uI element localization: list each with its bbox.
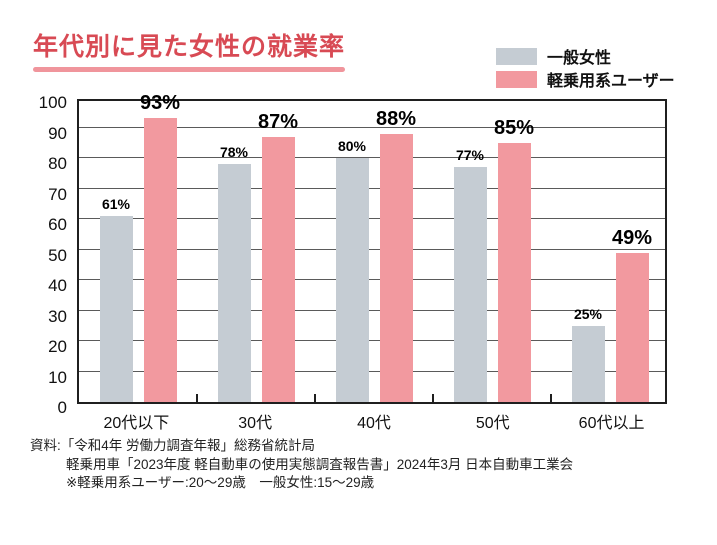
y-axis-label-40: 40 [48,276,67,295]
value-label-user-40代: 88% [375,107,417,130]
gridline-40 [79,279,665,280]
legend: 一般女性 軽乗用系ユーザー [496,47,675,93]
y-axis-label-0: 0 [57,398,67,417]
bar-general-60代以上 [571,325,605,402]
legend-swatch-general-women [496,47,537,65]
source-note-line3: ※軽乗用系ユーザー:20〜29歳 一般女性:15〜29歳 [66,475,375,490]
y-axis-label-30: 30 [48,306,67,326]
gridline-80 [79,157,665,158]
bar-general-30代 [217,164,251,402]
bar-user-30代 [261,136,295,402]
gridline-50 [79,248,665,250]
bar-user-50代 [497,142,531,402]
plot-area: 61% 93% 78% 87% 80% 88% 77% 85% 25% 49% [77,93,667,404]
gridline-90 [79,126,665,128]
x-axis-tick-1 [196,394,198,402]
legend-label-general-women: 一般女性 [547,50,612,67]
gridline-20 [79,340,665,341]
x-axis-labels: 20代以下 30代 40代 50代 60代以上 [77,409,671,433]
page-title-block: 年代別に見た女性の就業率 [33,32,346,72]
x-axis-label-40代: 40代 [357,415,391,432]
source-notes: 資料:「令和4年 労働力調査年報」総務省統計局 軽乗用車「2023年度 軽自動車… [30,437,573,493]
bar-general-20代以下 [99,215,133,402]
bar-general-40代 [335,158,369,402]
y-axis-label-90: 90 [48,123,67,143]
value-label-user-30代: 87% [257,110,299,133]
y-axis-label-100: 100 [38,93,67,112]
legend-item-general-women: 一般女性 [496,47,675,67]
page-title: 年代別に見た女性の就業率 [33,33,346,61]
x-axis-label-30代: 30代 [238,415,273,432]
source-note-line2: 軽乗用車「2023年度 軽自動車の使用実態調査報告書」2024年3月 日本自動車… [66,456,574,472]
value-label-general-20代以下: 61% [101,195,131,212]
y-axis-labels: 0 10 20 30 40 50 60 70 80 90 100 [0,93,67,417]
source-note-line1: 資料:「令和4年 労働力調査年報」総務省統計局 [30,438,316,453]
value-label-general-40代: 80% [337,138,367,154]
x-axis-tick-4 [550,394,552,402]
x-axis-label-20代以下: 20代以下 [103,415,170,432]
bar-user-60代以上 [615,252,649,402]
y-axis-label-20: 20 [48,337,67,356]
bar-user-20代以下 [143,118,177,402]
legend-item-kei-car-users: 軽乗用系ユーザー [496,70,675,90]
legend-label-kei-car-users: 軽乗用系ユーザー [547,73,675,90]
value-label-user-60代以上: 49% [611,226,653,249]
value-label-user-20代以下: 93% [139,92,181,115]
value-label-general-50代: 77% [455,147,485,164]
x-axis-label-50代: 50代 [475,415,510,432]
y-axis-label-70: 70 [48,184,67,204]
bar-general-50代 [453,167,487,402]
gridline-30 [79,309,665,311]
x-axis-label-60代以上: 60代以上 [578,415,645,432]
legend-swatch-kei-car-users [496,70,537,88]
y-axis-label-50: 50 [48,245,67,265]
value-label-general-30代: 78% [219,144,249,161]
y-axis-label-60: 60 [48,215,67,234]
value-label-user-50代: 85% [493,116,535,139]
gridline-60 [79,218,665,219]
bar-user-40代 [379,133,413,402]
gridline-10 [79,370,665,372]
x-axis-tick-3 [432,394,434,402]
y-axis-label-10: 10 [48,367,67,387]
x-axis-tick-2 [314,394,316,402]
title-underline [33,67,346,72]
value-label-general-60代以上: 25% [573,305,603,322]
y-axis-label-80: 80 [48,154,67,173]
gridline-70 [79,187,665,189]
